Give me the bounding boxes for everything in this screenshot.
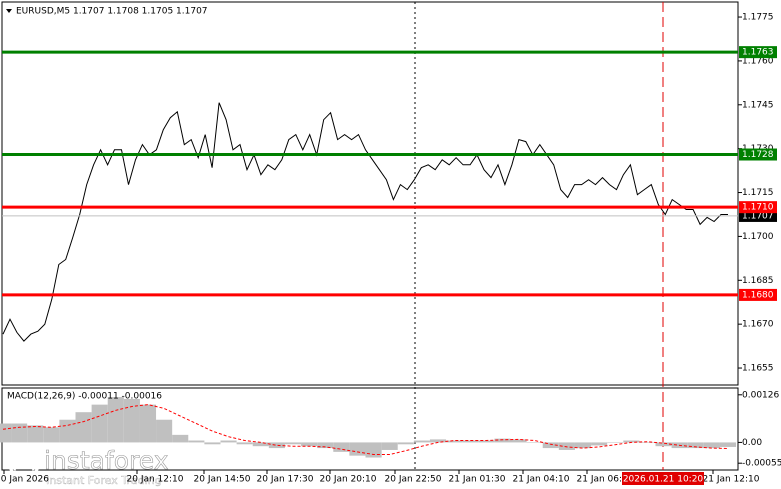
macd-bar bbox=[687, 442, 704, 449]
price-panel bbox=[1, 1, 739, 386]
x-tick-label: 20 Jan 2026 bbox=[0, 475, 49, 485]
macd-bar bbox=[139, 404, 157, 443]
logo-ring bbox=[7, 445, 41, 479]
macd-bar bbox=[607, 442, 624, 443]
macd-bar bbox=[381, 442, 398, 450]
cursor-label: 2026.01.21 10:20 bbox=[623, 475, 704, 485]
macd-bar bbox=[27, 425, 44, 443]
macd-bar bbox=[220, 440, 237, 443]
macd-bar bbox=[397, 442, 414, 445]
macd-bar bbox=[542, 442, 559, 449]
macd-bar bbox=[719, 442, 737, 447]
macd-bar bbox=[349, 442, 366, 456]
level-box bbox=[739, 46, 777, 59]
macd-bar bbox=[43, 427, 60, 443]
macd-bar bbox=[365, 442, 382, 458]
x-tick-label: 20 Jan 22:50 bbox=[385, 475, 442, 485]
y-tick-label: 1.1700 bbox=[742, 232, 774, 242]
logo-mark bbox=[12, 448, 36, 471]
macd-bar bbox=[574, 442, 592, 449]
macd-bar bbox=[526, 442, 543, 443]
y-tick-label: 1.1685 bbox=[742, 276, 774, 286]
level-label: 1.1710 bbox=[742, 203, 774, 213]
macd-bar bbox=[429, 439, 447, 443]
logo-tagline: Instant Forex Trading bbox=[46, 474, 162, 487]
macd-bar bbox=[123, 398, 140, 443]
macd-bar bbox=[107, 397, 124, 443]
signal-line bbox=[2, 404, 729, 455]
macd-bar bbox=[623, 440, 640, 443]
macd-bar bbox=[639, 442, 656, 443]
macd-bar bbox=[591, 442, 608, 446]
macd-bar bbox=[236, 442, 253, 445]
logo-brand: instaforex bbox=[44, 446, 169, 475]
y-tick-label: 1.1745 bbox=[742, 100, 774, 110]
y-tick-label: 1.1670 bbox=[742, 320, 774, 330]
x-tick-label: 21 Jan 12:10 bbox=[703, 475, 760, 485]
level-box bbox=[739, 148, 777, 161]
macd-bar bbox=[510, 439, 527, 443]
menu-arrow bbox=[6, 9, 12, 13]
macd-bar bbox=[413, 440, 430, 443]
macd-bar bbox=[478, 440, 495, 443]
macd-bar bbox=[268, 442, 285, 449]
x-tick-label: 21 Jan 04:10 bbox=[513, 475, 570, 485]
macd-title: MACD(12,26,9) -0.00011 -0.00016 bbox=[7, 392, 162, 402]
y-tick-label: 0.00126 bbox=[742, 390, 779, 400]
macd-bar bbox=[172, 434, 189, 443]
level-box bbox=[739, 288, 777, 301]
macd-bar bbox=[317, 442, 334, 449]
macd-bar bbox=[333, 442, 350, 452]
level-label: 1.1680 bbox=[742, 290, 774, 300]
macd-bar bbox=[252, 442, 269, 447]
x-tick-label: 20 Jan 17:30 bbox=[257, 475, 314, 485]
y-tick-label: 0.00 bbox=[742, 438, 762, 448]
macd-bar bbox=[446, 440, 463, 443]
price-line bbox=[2, 102, 728, 342]
y-tick-label: 1.1655 bbox=[742, 364, 774, 374]
chart-title: EURUSD,M5 1.1707 1.1708 1.1705 1.1707 bbox=[16, 7, 208, 17]
x-tick-label: 21 Jan 01:30 bbox=[449, 475, 506, 485]
cursor-box bbox=[622, 472, 704, 485]
macd-bar bbox=[59, 419, 76, 443]
macd-bar bbox=[204, 442, 221, 445]
level-label: 1.1728 bbox=[742, 150, 774, 160]
macd-bar bbox=[301, 442, 318, 447]
macd-bar bbox=[188, 440, 205, 443]
y-tick-label: 1.1775 bbox=[742, 13, 774, 23]
y-tick-label: 1.1760 bbox=[742, 56, 774, 66]
macd-bar bbox=[462, 440, 479, 443]
macd-bar bbox=[75, 412, 92, 443]
macd-bar bbox=[558, 442, 575, 450]
logo: instaforex Instant Forex Trading bbox=[7, 445, 169, 487]
macd-bar bbox=[703, 442, 720, 449]
level-box bbox=[739, 201, 777, 214]
macd-bar bbox=[284, 442, 302, 445]
macd-bar bbox=[11, 423, 28, 443]
y-tick-label: 1.1715 bbox=[742, 188, 774, 198]
x-tick-label: 21 Jan 06:50 bbox=[577, 475, 634, 485]
macd-bar bbox=[494, 438, 511, 443]
plot-layer bbox=[0, 50, 738, 458]
macd-bar bbox=[655, 442, 672, 447]
macd-bar bbox=[156, 419, 173, 443]
macd-bar bbox=[91, 404, 108, 443]
x-tick-label: 20 Jan 14:50 bbox=[194, 475, 251, 485]
level-label: 1.1763 bbox=[742, 48, 774, 58]
x-tick-label: 20 Jan 20:10 bbox=[320, 475, 377, 485]
x-tick-label: 20 Jan 12:10 bbox=[127, 475, 184, 485]
last-price-label: 1.1707 bbox=[742, 211, 774, 221]
macd-bar bbox=[0, 423, 12, 443]
y-tick-label: -0.00055 bbox=[742, 459, 781, 469]
